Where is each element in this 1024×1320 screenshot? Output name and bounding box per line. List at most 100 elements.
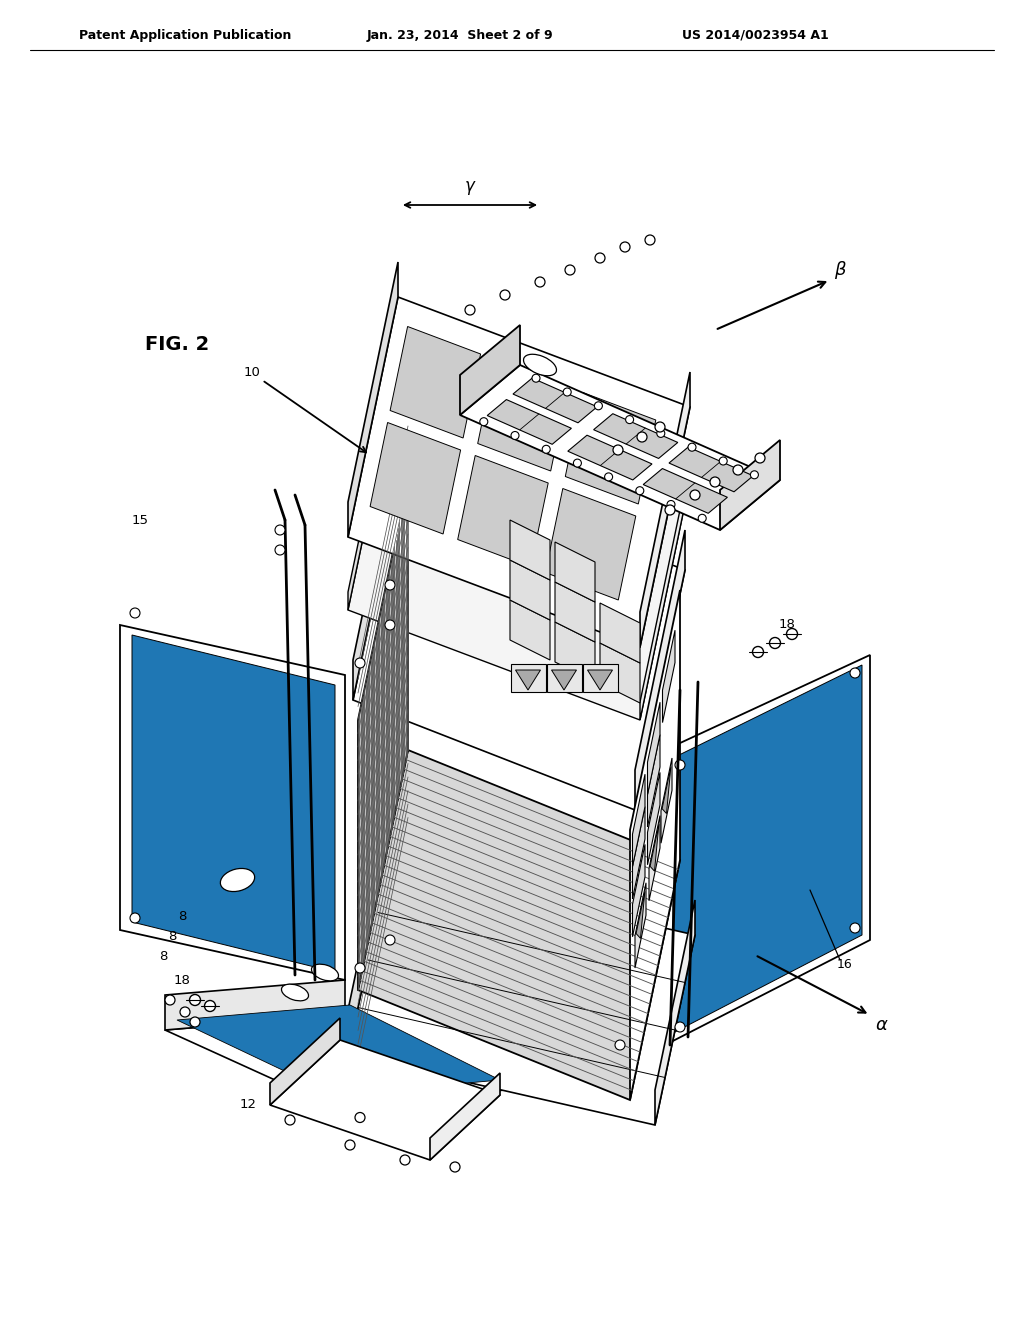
Circle shape <box>698 515 707 523</box>
Polygon shape <box>630 590 680 1100</box>
Circle shape <box>180 1007 190 1016</box>
Text: 40: 40 <box>422 396 438 408</box>
Circle shape <box>189 994 201 1006</box>
Circle shape <box>385 620 395 630</box>
Polygon shape <box>600 643 640 704</box>
Circle shape <box>615 1040 625 1049</box>
Polygon shape <box>460 325 520 414</box>
Text: Patent Application Publication: Patent Application Publication <box>79 29 291 41</box>
Text: $\gamma$: $\gamma$ <box>464 180 476 197</box>
Polygon shape <box>132 635 335 972</box>
Polygon shape <box>487 400 571 445</box>
Polygon shape <box>647 735 660 828</box>
Polygon shape <box>165 1015 505 1105</box>
Circle shape <box>511 432 519 440</box>
Polygon shape <box>720 440 780 531</box>
Circle shape <box>850 923 860 933</box>
Text: 18: 18 <box>173 974 190 986</box>
Polygon shape <box>353 459 685 810</box>
Circle shape <box>755 453 765 463</box>
Ellipse shape <box>523 354 556 376</box>
Polygon shape <box>510 601 550 660</box>
Polygon shape <box>555 543 595 602</box>
Circle shape <box>655 422 665 432</box>
Circle shape <box>656 429 665 437</box>
Polygon shape <box>370 422 461 535</box>
Circle shape <box>753 647 764 657</box>
Text: 8: 8 <box>168 931 176 944</box>
Text: 8: 8 <box>351 1118 359 1131</box>
Circle shape <box>665 506 675 515</box>
Circle shape <box>613 445 623 455</box>
Polygon shape <box>600 603 640 663</box>
Polygon shape <box>635 531 685 810</box>
Polygon shape <box>270 1018 340 1105</box>
Circle shape <box>385 935 395 945</box>
Polygon shape <box>120 624 345 979</box>
Polygon shape <box>663 767 671 813</box>
Polygon shape <box>510 560 550 620</box>
Polygon shape <box>348 370 690 719</box>
Polygon shape <box>555 582 595 642</box>
Polygon shape <box>588 671 612 690</box>
Polygon shape <box>511 664 546 692</box>
Polygon shape <box>547 664 582 692</box>
Polygon shape <box>390 326 480 438</box>
Circle shape <box>542 445 550 453</box>
Circle shape <box>165 995 175 1005</box>
Circle shape <box>130 913 140 923</box>
Polygon shape <box>583 664 617 692</box>
Polygon shape <box>546 488 636 601</box>
Circle shape <box>626 416 634 424</box>
Circle shape <box>275 545 285 554</box>
Circle shape <box>130 609 140 618</box>
Polygon shape <box>165 979 345 1030</box>
Circle shape <box>595 253 605 263</box>
Circle shape <box>719 457 727 465</box>
Circle shape <box>345 1140 355 1150</box>
Text: 8: 8 <box>400 1142 410 1155</box>
Circle shape <box>400 1155 410 1166</box>
Text: US 2014/0023954 A1: US 2014/0023954 A1 <box>682 29 828 41</box>
Ellipse shape <box>311 964 339 981</box>
Polygon shape <box>636 891 645 939</box>
Polygon shape <box>555 622 595 682</box>
Circle shape <box>190 1016 200 1027</box>
Text: 41: 41 <box>372 421 388 433</box>
Polygon shape <box>673 665 862 1034</box>
Polygon shape <box>647 772 660 865</box>
Text: 8: 8 <box>159 950 167 964</box>
Polygon shape <box>348 261 398 537</box>
Circle shape <box>675 1022 685 1032</box>
Circle shape <box>355 964 365 973</box>
Text: 14: 14 <box>441 1098 459 1111</box>
Polygon shape <box>177 1005 500 1096</box>
Polygon shape <box>643 469 727 513</box>
Text: FIG. 2: FIG. 2 <box>145 335 209 355</box>
Circle shape <box>573 459 582 467</box>
Circle shape <box>751 471 759 479</box>
Polygon shape <box>635 883 646 968</box>
Text: 10: 10 <box>244 366 260 379</box>
Text: 12: 12 <box>240 1098 256 1111</box>
Polygon shape <box>430 1073 500 1160</box>
Polygon shape <box>649 816 660 900</box>
Circle shape <box>285 1115 295 1125</box>
Text: 16: 16 <box>838 958 853 972</box>
Circle shape <box>205 1001 215 1011</box>
Polygon shape <box>662 758 672 843</box>
Polygon shape <box>348 297 690 647</box>
Polygon shape <box>663 630 675 722</box>
Polygon shape <box>650 824 658 871</box>
Polygon shape <box>460 366 780 531</box>
Polygon shape <box>458 455 548 568</box>
Circle shape <box>645 235 655 246</box>
Circle shape <box>688 444 696 451</box>
Polygon shape <box>348 820 388 1055</box>
Text: $\alpha$: $\alpha$ <box>876 1016 889 1034</box>
Circle shape <box>565 265 575 275</box>
Polygon shape <box>552 671 577 690</box>
Text: 17: 17 <box>367 444 384 457</box>
Circle shape <box>786 628 798 639</box>
Polygon shape <box>348 352 398 610</box>
